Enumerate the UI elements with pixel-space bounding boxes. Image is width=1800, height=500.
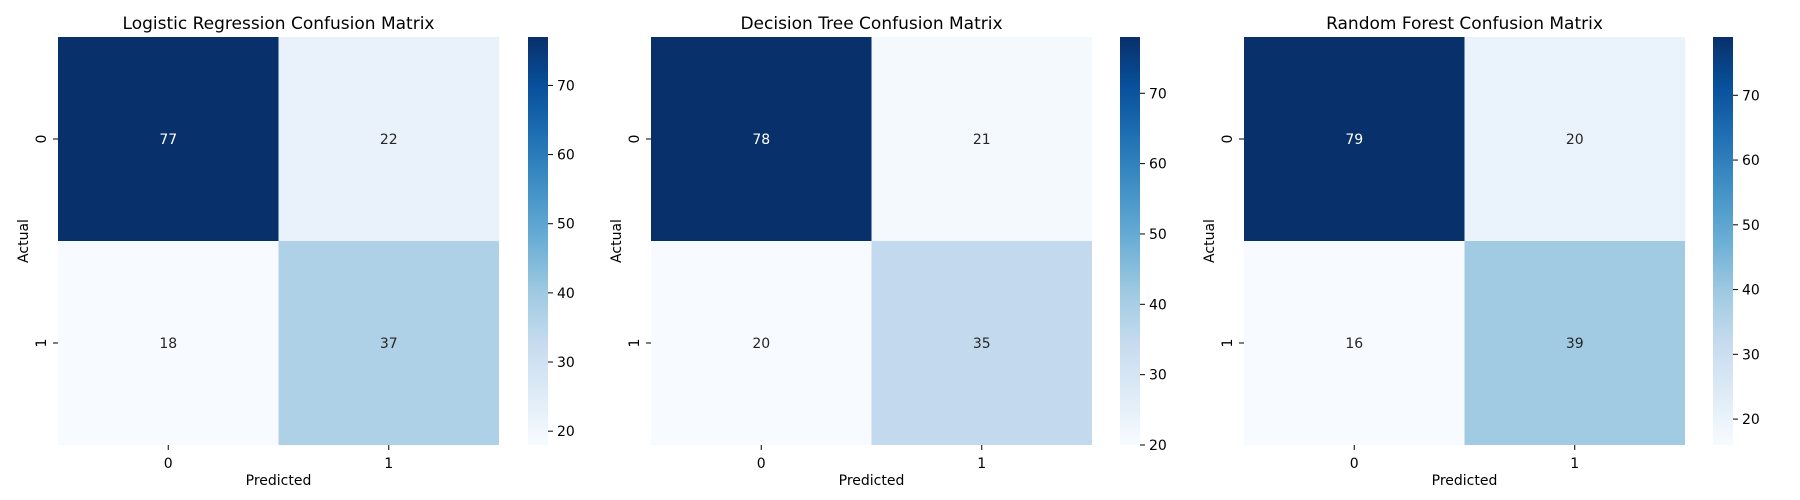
heatmap-cell xyxy=(1244,241,1465,445)
y-tick-label: 1 xyxy=(627,339,643,348)
x-tick-label: 0 xyxy=(1350,456,1359,472)
heatmap-cell xyxy=(871,37,1092,241)
colorbar xyxy=(1713,37,1733,445)
cell-value-label: 21 xyxy=(973,132,991,148)
cell-value-label: 39 xyxy=(1566,336,1584,352)
heatmap-cell xyxy=(651,241,872,445)
cell-value-label: 20 xyxy=(752,336,770,352)
heatmap-cell xyxy=(278,37,499,241)
cell-value-label: 22 xyxy=(380,132,398,148)
colorbar-tick-label: 50 xyxy=(557,217,575,233)
colorbar-tick-label: 30 xyxy=(1149,368,1167,384)
heatmap-panel-2: 79 20 16 39 Random Forest Confusion Matrix 0 1… xyxy=(1202,14,1760,489)
cell-value-label: 37 xyxy=(380,336,398,352)
colorbar-tick-label: 70 xyxy=(1149,86,1167,102)
colorbar-tick-label: 60 xyxy=(1149,157,1167,173)
x-tick-label: 1 xyxy=(977,456,986,472)
heatmap-cell xyxy=(58,37,279,241)
cell-value-label: 18 xyxy=(159,336,177,352)
heatmap-cell xyxy=(651,37,872,241)
heatmap-cell xyxy=(58,241,279,445)
colorbar xyxy=(1120,37,1140,445)
colorbar xyxy=(528,37,548,445)
x-axis-label: Predicted xyxy=(839,473,905,489)
y-tick-label: 0 xyxy=(627,135,643,144)
x-tick-label: 1 xyxy=(384,456,393,472)
colorbar-tick-label: 40 xyxy=(557,286,575,302)
chart-title: Decision Tree Confusion Matrix xyxy=(740,14,1002,34)
y-axis-label: Actual xyxy=(16,219,32,263)
y-tick-label: 0 xyxy=(1220,135,1236,144)
x-axis-label: Predicted xyxy=(1432,473,1498,489)
colorbar-tick-label: 70 xyxy=(1742,88,1760,104)
colorbar-tick-label: 50 xyxy=(1742,218,1760,234)
colorbar-tick-label: 60 xyxy=(1742,153,1760,169)
heatmap-cell xyxy=(1464,37,1685,241)
cell-value-label: 79 xyxy=(1345,132,1363,148)
cell-value-label: 20 xyxy=(1566,132,1584,148)
x-axis-label: Predicted xyxy=(246,473,312,489)
y-tick-label: 1 xyxy=(34,339,50,348)
y-axis-label: Actual xyxy=(1202,219,1218,263)
colorbar-tick-label: 20 xyxy=(557,424,575,440)
colorbar-tick-label: 30 xyxy=(1742,347,1760,363)
heatmap-cell xyxy=(278,241,499,445)
x-tick-label: 0 xyxy=(164,456,173,472)
heatmap-cell xyxy=(1244,37,1465,241)
chart-title: Logistic Regression Confusion Matrix xyxy=(123,14,435,34)
y-axis-label: Actual xyxy=(609,219,625,263)
colorbar-tick-label: 20 xyxy=(1149,438,1167,454)
colorbar-tick-label: 20 xyxy=(1742,412,1760,428)
heatmap-cell xyxy=(871,241,1092,445)
y-tick-label: 1 xyxy=(1220,339,1236,348)
heatmap-cell xyxy=(1464,241,1685,445)
heatmap-panel-1: 78 21 20 35 Decision Tree Confusion Matrix 0 1… xyxy=(609,14,1167,489)
cell-value-label: 77 xyxy=(159,132,177,148)
colorbar-tick-label: 40 xyxy=(1149,297,1167,313)
x-tick-label: 1 xyxy=(1570,456,1579,472)
colorbar-tick-label: 70 xyxy=(557,78,575,94)
heatmap-panel-0: 77 22 18 37 Logistic Regression Confusion Ma… xyxy=(16,14,575,489)
colorbar-tick-label: 60 xyxy=(557,148,575,164)
cell-value-label: 35 xyxy=(973,336,991,352)
colorbar-tick-label: 40 xyxy=(1742,283,1760,299)
x-tick-label: 0 xyxy=(757,456,766,472)
cell-value-label: 78 xyxy=(752,132,770,148)
cell-value-label: 16 xyxy=(1345,336,1363,352)
colorbar-tick-label: 50 xyxy=(1149,227,1167,243)
colorbar-tick-label: 30 xyxy=(557,355,575,371)
y-tick-label: 0 xyxy=(34,135,50,144)
chart-title: Random Forest Confusion Matrix xyxy=(1326,14,1603,34)
